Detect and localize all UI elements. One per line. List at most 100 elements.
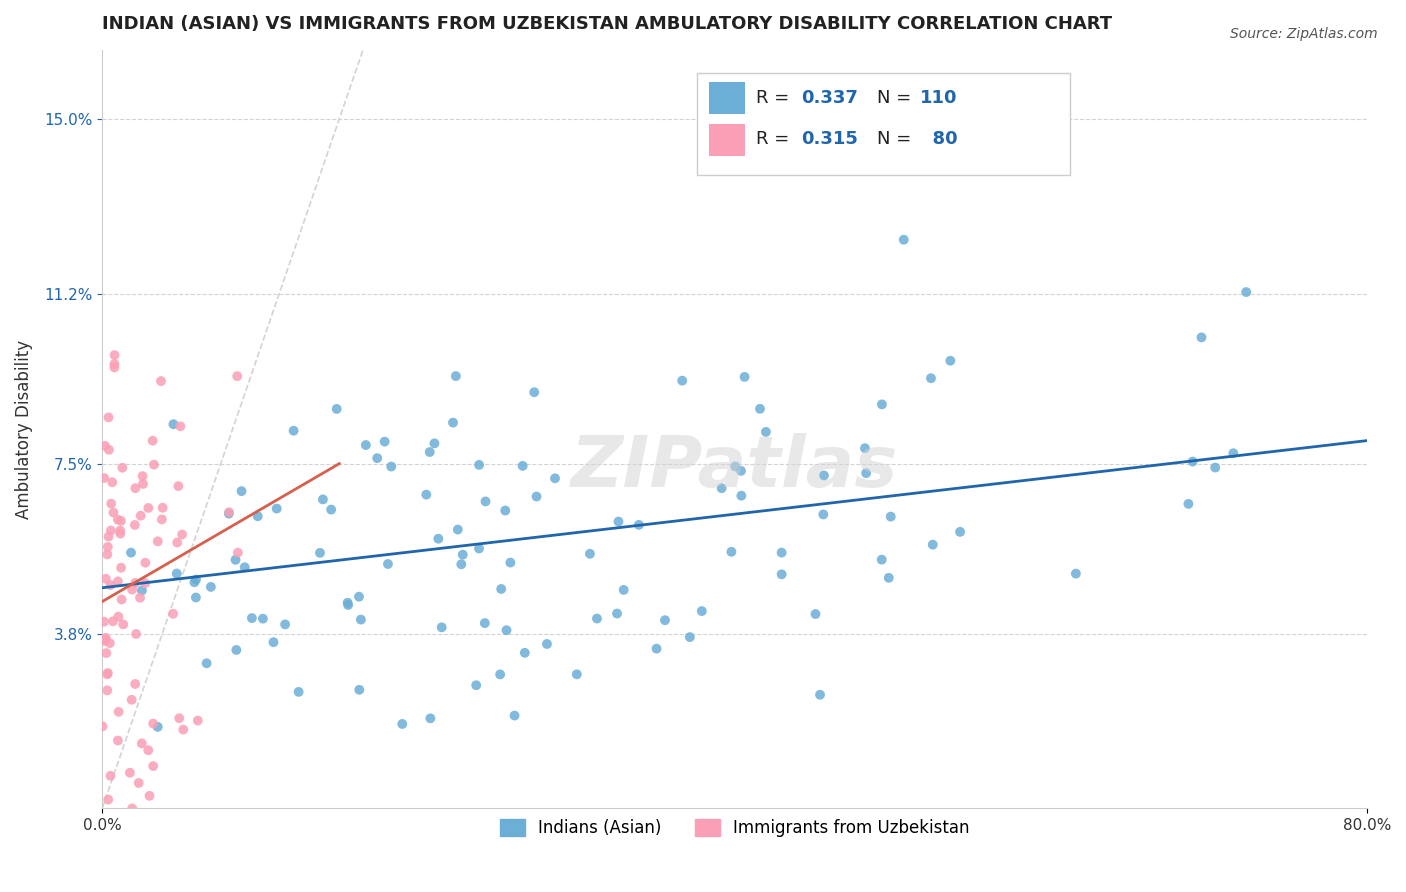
- Point: [430, 620, 453, 634]
- Point: [526, 490, 548, 504]
- Point: [474, 494, 496, 508]
- Point: [200, 580, 222, 594]
- Point: [730, 489, 752, 503]
- Point: [354, 438, 377, 452]
- Point: [337, 598, 360, 612]
- Text: N =: N =: [877, 130, 917, 148]
- Point: [110, 514, 132, 528]
- Point: [321, 502, 343, 516]
- Point: [252, 612, 274, 626]
- Point: [100, 524, 122, 538]
- Point: [96, 667, 118, 681]
- Point: [104, 348, 127, 362]
- Point: [607, 515, 630, 529]
- Point: [129, 591, 152, 605]
- Point: [503, 708, 526, 723]
- Point: [1181, 454, 1204, 468]
- Point: [380, 459, 402, 474]
- Point: [134, 556, 156, 570]
- Point: [586, 611, 609, 625]
- Point: [136, 743, 159, 757]
- Point: [347, 590, 370, 604]
- FancyBboxPatch shape: [696, 72, 1070, 175]
- Point: [169, 419, 191, 434]
- Text: 110: 110: [921, 88, 957, 107]
- Point: [120, 546, 142, 560]
- Point: [97, 792, 120, 806]
- Point: [110, 526, 132, 541]
- Point: [146, 720, 169, 734]
- Text: 80: 80: [921, 130, 957, 148]
- Point: [110, 592, 132, 607]
- Point: [499, 556, 522, 570]
- Point: [162, 607, 184, 621]
- Text: R =: R =: [756, 88, 794, 107]
- Point: [107, 733, 129, 747]
- Point: [512, 458, 534, 473]
- Point: [162, 417, 184, 432]
- Point: [101, 475, 124, 490]
- Point: [91, 719, 114, 733]
- FancyBboxPatch shape: [709, 124, 745, 156]
- Point: [184, 591, 207, 605]
- Point: [124, 677, 146, 691]
- Point: [749, 401, 772, 416]
- Point: [138, 789, 160, 803]
- Point: [730, 464, 752, 478]
- Point: [231, 484, 253, 499]
- Point: [225, 643, 247, 657]
- Point: [218, 507, 240, 521]
- Point: [468, 541, 491, 556]
- Point: [218, 505, 240, 519]
- Point: [489, 582, 512, 596]
- Point: [495, 624, 517, 638]
- Point: [121, 801, 143, 815]
- Point: [447, 523, 470, 537]
- Point: [97, 666, 120, 681]
- Point: [423, 436, 446, 450]
- Point: [877, 571, 900, 585]
- Text: R =: R =: [756, 130, 794, 148]
- Point: [920, 371, 942, 385]
- Point: [124, 576, 146, 591]
- Point: [94, 632, 117, 647]
- Point: [855, 466, 877, 480]
- Point: [391, 717, 413, 731]
- Point: [101, 615, 124, 629]
- Point: [103, 357, 125, 371]
- Point: [808, 688, 831, 702]
- Point: [143, 458, 166, 472]
- Point: [240, 611, 263, 625]
- Point: [465, 678, 488, 692]
- Point: [366, 451, 388, 466]
- Y-axis label: Ambulatory Disability: Ambulatory Disability: [15, 340, 32, 519]
- Point: [349, 682, 371, 697]
- Point: [690, 604, 713, 618]
- Point: [813, 508, 835, 522]
- Point: [131, 583, 153, 598]
- Point: [124, 518, 146, 533]
- Point: [100, 769, 122, 783]
- Point: [167, 479, 190, 493]
- Point: [427, 532, 450, 546]
- Point: [921, 538, 943, 552]
- Point: [107, 513, 129, 527]
- Point: [474, 616, 496, 631]
- Point: [110, 560, 132, 574]
- Point: [1204, 460, 1226, 475]
- Point: [112, 617, 135, 632]
- Point: [671, 374, 693, 388]
- Point: [195, 657, 218, 671]
- Point: [107, 574, 129, 589]
- Point: [494, 503, 516, 517]
- Point: [166, 535, 188, 549]
- Point: [131, 469, 153, 483]
- Point: [274, 617, 297, 632]
- Point: [870, 397, 893, 411]
- Point: [107, 609, 129, 624]
- Point: [93, 471, 115, 485]
- Point: [225, 553, 247, 567]
- Text: 0.315: 0.315: [801, 130, 859, 148]
- Point: [226, 546, 249, 560]
- Text: 0.337: 0.337: [801, 88, 859, 107]
